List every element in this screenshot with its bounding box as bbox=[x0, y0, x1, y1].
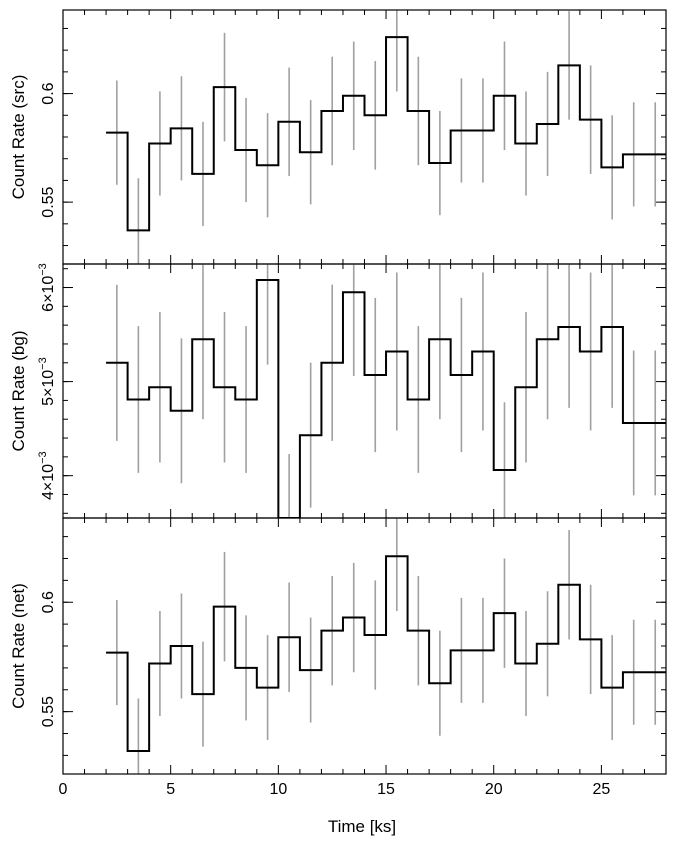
y-tick-label: 0.55 bbox=[40, 696, 57, 727]
panel-2: 0.55 0.6 Count Rate (net) 0 5 10 15 20 25 bbox=[9, 517, 667, 798]
y-axis-label: Count Rate (bg) bbox=[9, 331, 28, 452]
y-tick-label-mantissa: 5×10 bbox=[40, 370, 57, 406]
y-tick-label-mantissa: 6×10 bbox=[40, 276, 57, 312]
x-tick-label: 15 bbox=[377, 781, 395, 798]
x-tick-label: 0 bbox=[59, 781, 68, 798]
y-tick-label: 4×10−3 bbox=[37, 451, 57, 500]
y-tick-label: 0.55 bbox=[40, 186, 57, 217]
step-line bbox=[106, 36, 666, 232]
y-tick-label: 0.6 bbox=[40, 591, 57, 613]
x-tick-label: 5 bbox=[166, 781, 175, 798]
y-tick-label-exponent: −3 bbox=[37, 451, 49, 464]
y-tick-label-exponent: −3 bbox=[37, 263, 49, 276]
panel-0: 0.55 0.6 Count Rate (src) bbox=[9, 9, 667, 265]
y-tick-label-exponent: −3 bbox=[37, 357, 49, 370]
x-axis-label: Time [ks] bbox=[328, 817, 396, 836]
step-line bbox=[106, 555, 666, 753]
y-tick-label: 5×10−3 bbox=[37, 357, 57, 406]
x-tick-label: 20 bbox=[485, 781, 503, 798]
step-line bbox=[106, 278, 666, 518]
x-tick-label: 25 bbox=[592, 781, 610, 798]
y-axis-label: Count Rate (src) bbox=[9, 75, 28, 200]
x-tick-label: 10 bbox=[269, 781, 287, 798]
y-tick-label: 0.6 bbox=[40, 82, 57, 104]
y-tick-label: 6×10−3 bbox=[37, 263, 57, 312]
y-axis-label: Count Rate (net) bbox=[9, 583, 28, 709]
y-tick-label-mantissa: 4×10 bbox=[40, 464, 57, 500]
